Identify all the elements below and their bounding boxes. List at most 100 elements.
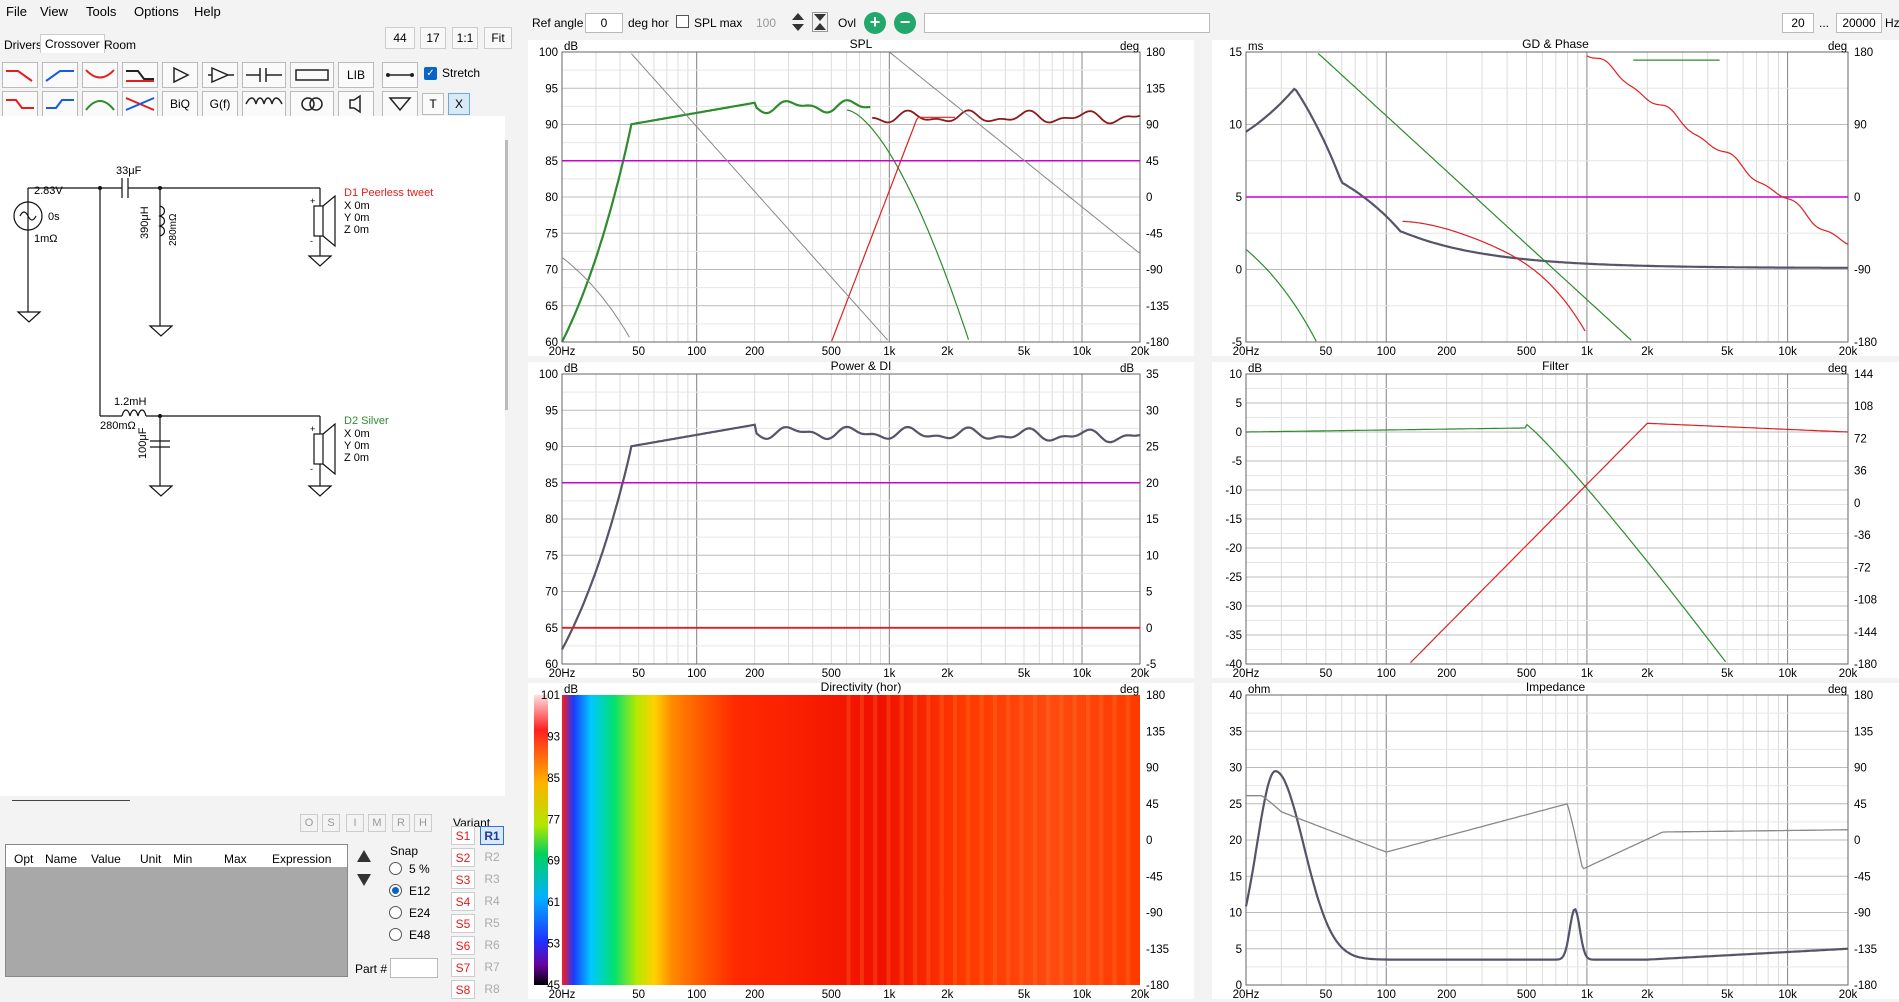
variant-s5-button[interactable]: S5	[451, 914, 475, 933]
grid-44-button[interactable]: 44	[385, 27, 415, 49]
variant-r5-button[interactable]: R5	[484, 916, 500, 930]
buffer-icon[interactable]	[162, 62, 198, 88]
move-down-icon[interactable]	[355, 872, 373, 891]
col-opt[interactable]: Opt	[14, 852, 34, 866]
text-tool-button[interactable]: T	[422, 93, 444, 115]
variant-r7-button[interactable]: R7	[484, 960, 500, 974]
highpass-blue-icon[interactable]	[42, 62, 78, 88]
power-di-panel[interactable]: Power & DI 20Hz 50 100 200 500 1k 2k 5k 10k 20k 60…	[528, 359, 1194, 680]
variant-s6-button[interactable]: S6	[451, 936, 475, 955]
part-number-input[interactable]	[390, 958, 438, 978]
menu-options[interactable]: Options	[134, 4, 179, 19]
collapse-icon[interactable]	[812, 12, 828, 32]
schematic-scrollbar[interactable]	[505, 140, 508, 410]
optimizer-s-button[interactable]: S	[322, 814, 340, 832]
add-overlay-icon[interactable]: +	[864, 12, 886, 34]
menu-tools[interactable]: Tools	[86, 4, 117, 19]
spin-updown-icon[interactable]	[790, 12, 806, 32]
variant-r1-button[interactable]: R1	[480, 826, 504, 845]
optimizer-table[interactable]	[5, 844, 348, 977]
move-up-icon[interactable]	[355, 848, 373, 867]
col-value[interactable]: Value	[91, 852, 121, 866]
d1-name[interactable]: D1 Peerless tweet	[344, 187, 433, 199]
inductor-icon[interactable]	[242, 91, 286, 117]
overlay-name-input[interactable]	[924, 13, 1210, 33]
c1-value[interactable]: 33μF	[116, 165, 142, 177]
splitter[interactable]	[12, 800, 130, 801]
directivity-band	[873, 695, 878, 985]
variant-s7-button[interactable]: S7	[451, 958, 475, 977]
tab-crossover[interactable]: Crossover	[40, 34, 105, 53]
capacitor-icon[interactable]	[242, 62, 286, 88]
lowpass-step-icon[interactable]	[2, 91, 38, 117]
freq-high-input[interactable]	[1836, 13, 1882, 33]
transfer-function-button[interactable]: G(f)	[202, 91, 238, 117]
variant-s3-button[interactable]: S3	[451, 870, 475, 889]
optimizer-o-button[interactable]: O	[300, 814, 318, 832]
schematic-canvas[interactable]: + - + - 2.83V 0s 1mΩ 33μF 390μH 280mΩ D1 P…	[0, 116, 505, 796]
variant-s4-button[interactable]: S4	[451, 892, 475, 911]
variant-r3-button[interactable]: R3	[484, 872, 500, 886]
variant-r4-button[interactable]: R4	[484, 894, 500, 908]
resistor-icon[interactable]	[290, 62, 334, 88]
fit-button[interactable]: Fit	[484, 27, 512, 49]
notch-cross-icon[interactable]	[122, 91, 158, 117]
col-max[interactable]: Max	[224, 852, 247, 866]
col-min[interactable]: Min	[173, 852, 193, 866]
snap-e12-radio[interactable]	[389, 884, 402, 897]
optimizer-r-button[interactable]: R	[392, 814, 410, 832]
optimizer-i-button[interactable]: I	[346, 814, 364, 832]
bandpass-green-icon[interactable]	[82, 91, 118, 117]
col-name[interactable]: Name	[45, 852, 78, 866]
close-x-button[interactable]: X	[448, 93, 470, 115]
optimizer-m-button[interactable]: M	[368, 814, 386, 832]
variant-s8-button[interactable]: S8	[451, 980, 475, 999]
remove-overlay-icon[interactable]: −	[894, 12, 916, 34]
grid-17-button[interactable]: 17	[420, 27, 446, 49]
spl-graph-panel[interactable]: SPL 20Hz 50 100 200 500 1k 2k 5k 10k 20k 60 65 70 75 8…	[528, 37, 1194, 358]
directivity-panel[interactable]: Directivity (hor) 101 93 85 77 69 61 53 45 20Hz 5…	[528, 680, 1194, 1001]
zoom-1-1-button[interactable]: 1:1	[452, 27, 478, 49]
r1-value[interactable]: 280mΩ	[168, 213, 179, 246]
c2-value[interactable]: 100μF	[137, 427, 149, 459]
wire-icon[interactable]	[382, 62, 418, 88]
gd-phase-panel[interactable]: GD & Phase 20Hz 50 100 200 500 1k 2k 5k 10k 20k -5…	[1212, 37, 1899, 358]
opamp-icon[interactable]	[202, 62, 238, 88]
shelf-icon[interactable]	[122, 62, 158, 88]
col-unit[interactable]: Unit	[140, 852, 162, 866]
splmax-checkbox[interactable]	[676, 15, 689, 28]
variant-s2-button[interactable]: S2	[451, 848, 475, 867]
transformer-icon[interactable]	[290, 91, 334, 117]
l1-value[interactable]: 390μH	[139, 206, 151, 239]
optimizer-h-button[interactable]: H	[414, 814, 432, 832]
filter-panel[interactable]: Filter 20Hz 50 100 200 500 1k 2k 5k 10k 20k -40 -35…	[1212, 359, 1899, 680]
variant-r8-button[interactable]: R8	[484, 982, 500, 996]
menu-help[interactable]: Help	[194, 4, 221, 19]
impedance-panel[interactable]: Impedance 20Hz 50 100 200 500 1k 2k 5k 10k 20k 0 5 1…	[1212, 680, 1899, 1001]
snap-e24-radio[interactable]	[389, 906, 402, 919]
menu-file[interactable]: File	[6, 4, 27, 19]
r2-value[interactable]: 280mΩ	[100, 420, 136, 432]
bandstop-red-icon[interactable]	[82, 62, 118, 88]
splmax-value[interactable]: 100	[756, 16, 777, 30]
col-expression[interactable]: Expression	[272, 852, 332, 866]
lowpass-red-icon[interactable]	[2, 62, 38, 88]
ref-angle-input[interactable]	[585, 13, 623, 33]
l2-value[interactable]: 1.2mH	[114, 396, 146, 408]
lib-button[interactable]: LIB	[338, 62, 374, 88]
d2-name[interactable]: D2 Silver	[344, 415, 389, 427]
menu-view[interactable]: View	[40, 4, 68, 19]
stretch-checkbox[interactable]: ✓	[424, 67, 437, 80]
highpass-step-icon[interactable]	[42, 91, 78, 117]
variant-r6-button[interactable]: R6	[484, 938, 500, 952]
variant-r2-button[interactable]: R2	[484, 850, 500, 864]
biquad-button[interactable]: BiQ	[162, 91, 198, 117]
tab-room[interactable]: Room	[104, 38, 137, 52]
freq-low-input[interactable]	[1782, 13, 1814, 33]
speaker-icon[interactable]	[338, 91, 374, 117]
ground-icon[interactable]	[382, 91, 418, 117]
snap-5-radio[interactable]	[389, 862, 402, 875]
variant-s1-button[interactable]: S1	[451, 826, 475, 845]
snap-e48-radio[interactable]	[389, 928, 402, 941]
tab-drivers[interactable]: Drivers	[4, 38, 42, 52]
